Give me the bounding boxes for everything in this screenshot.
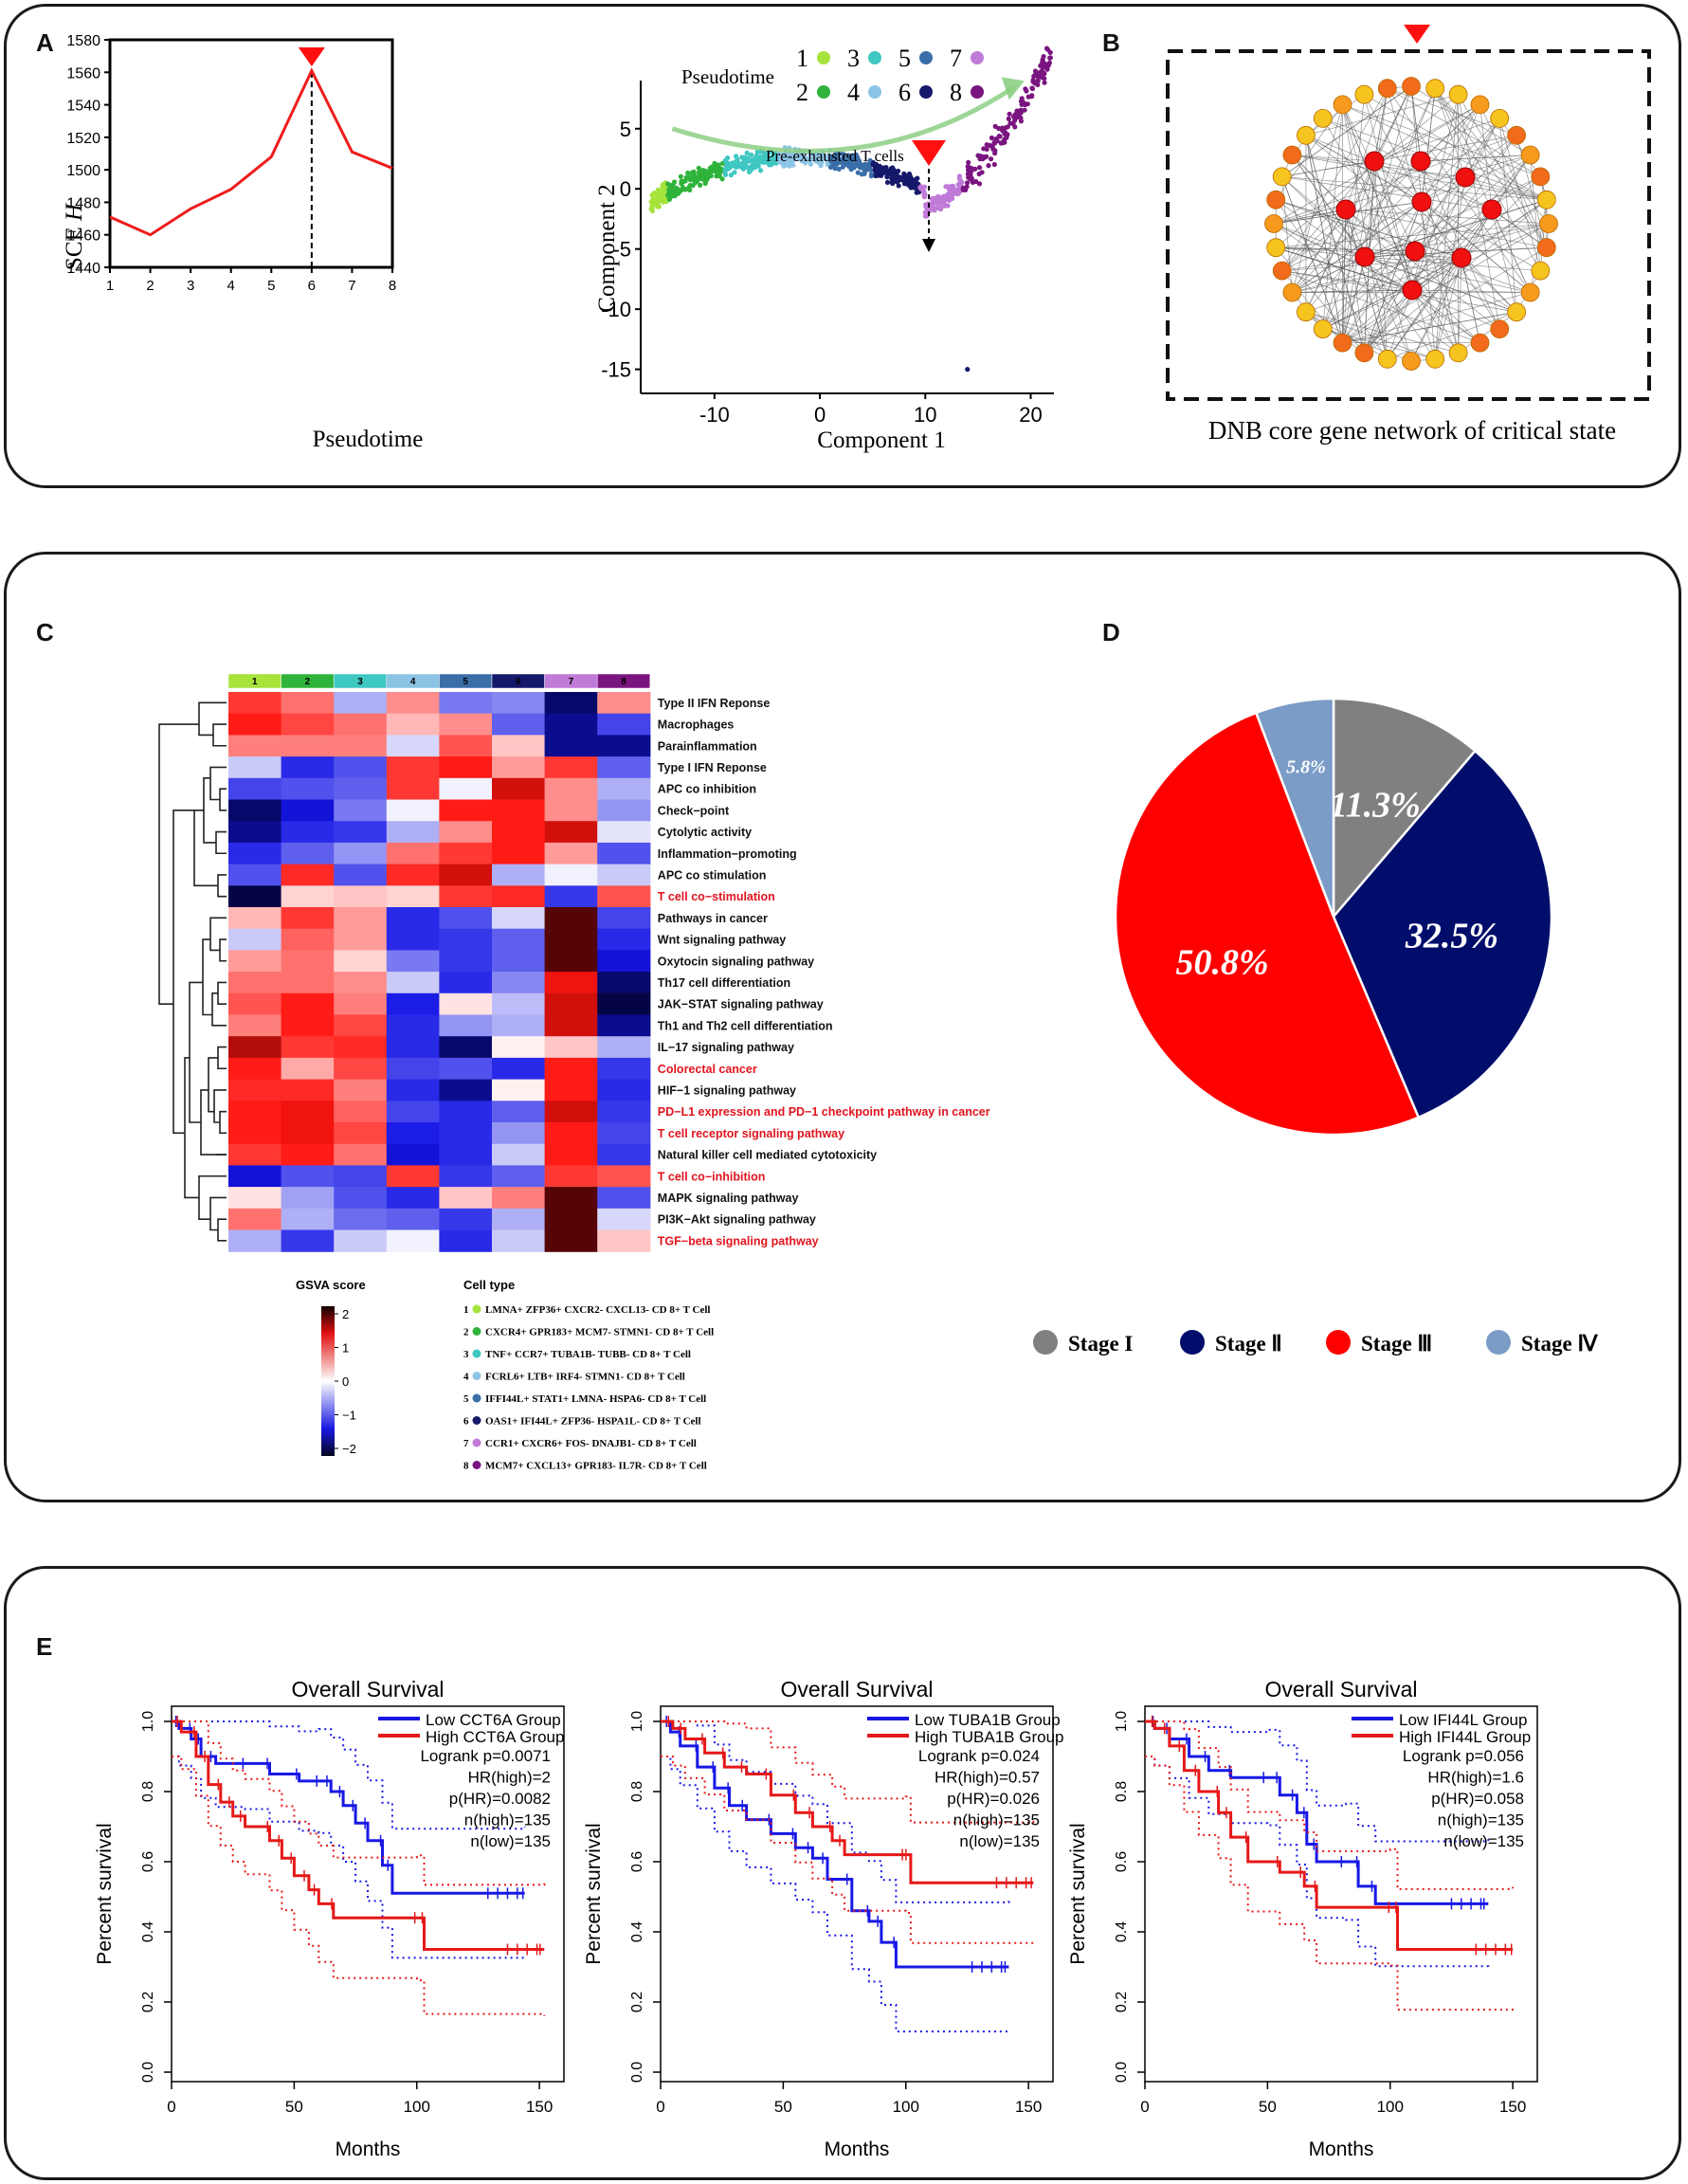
panel-label-a: A <box>36 28 54 57</box>
panel-e-frame <box>4 1566 1681 2180</box>
panel-cd-frame <box>4 552 1681 1502</box>
panel-label-b: B <box>1102 28 1120 57</box>
panel-label-e: E <box>36 1632 53 1661</box>
panel-label-d: D <box>1102 618 1120 646</box>
panel-ab-frame <box>4 4 1681 488</box>
panel-label-c: C <box>36 618 54 646</box>
